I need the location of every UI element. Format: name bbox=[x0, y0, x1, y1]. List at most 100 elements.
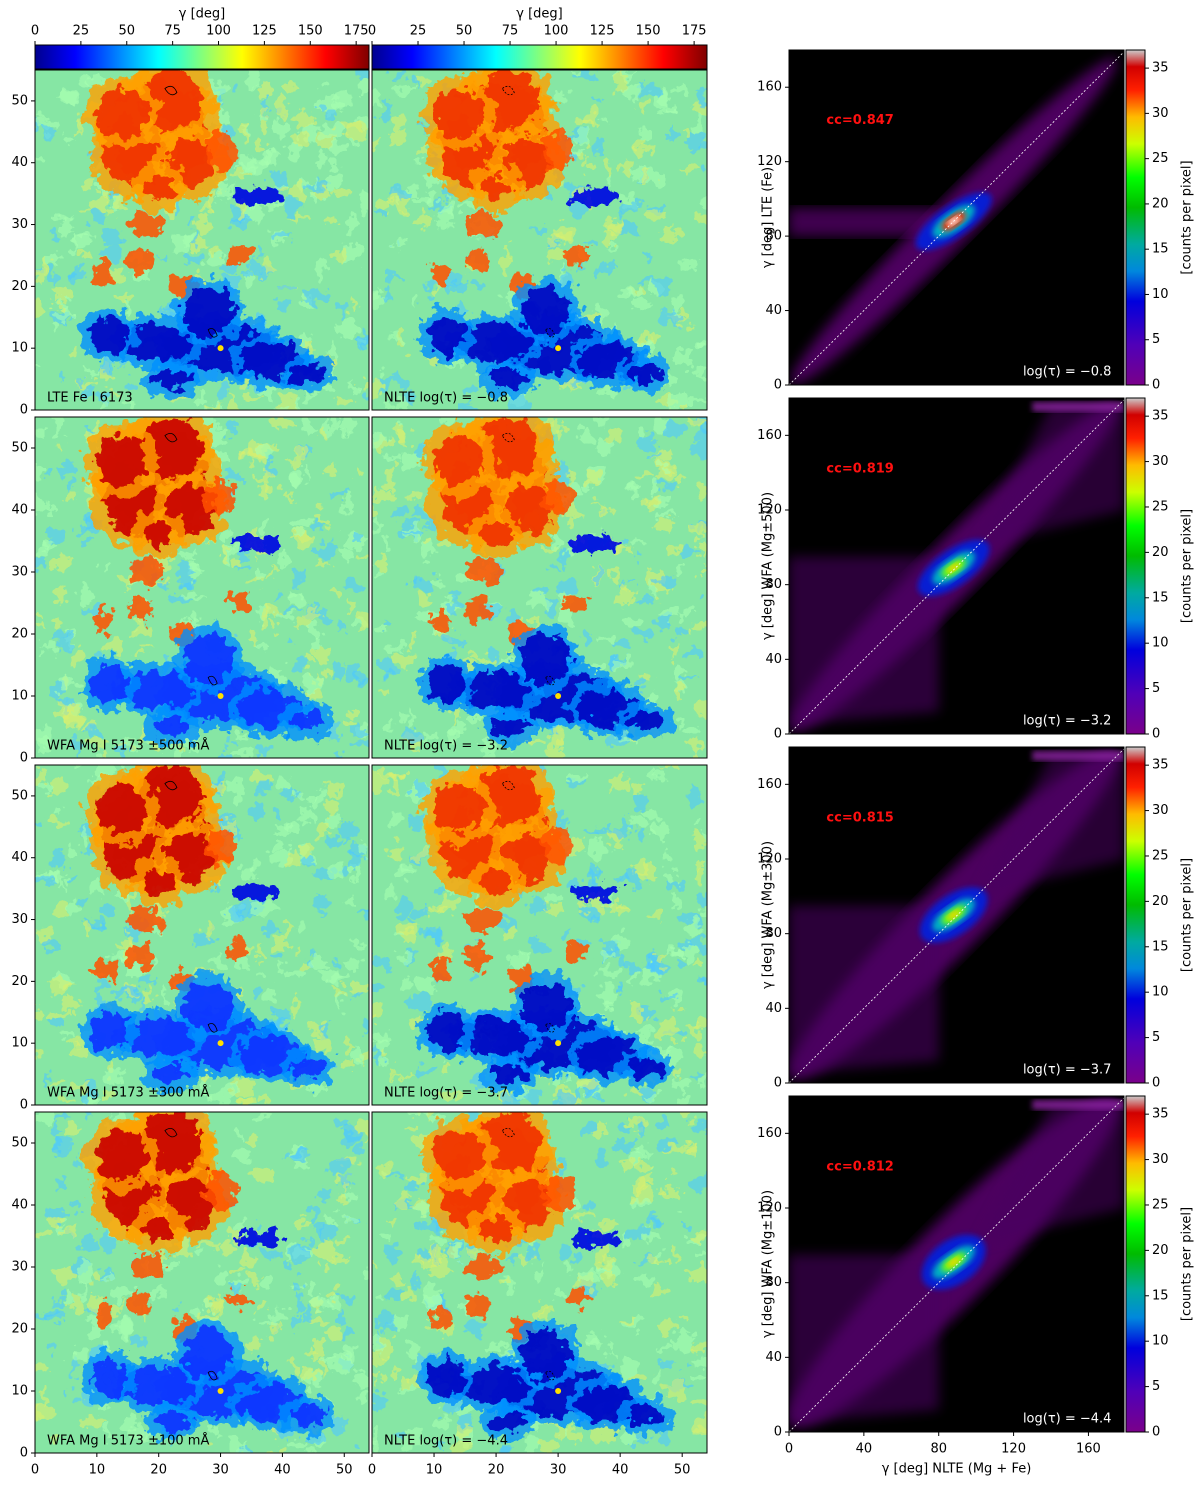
map-feature bbox=[217, 1388, 224, 1394]
map-feature bbox=[294, 617, 314, 630]
map-feature bbox=[601, 1000, 614, 1011]
map-feature bbox=[378, 1292, 384, 1303]
map-feature bbox=[99, 1234, 119, 1253]
map-feature bbox=[698, 1357, 707, 1369]
map-feature bbox=[81, 828, 89, 845]
map-feature bbox=[94, 195, 110, 212]
panel-label: log(τ) = −3.2 bbox=[1023, 714, 1112, 729]
panel-frame bbox=[788, 1095, 1125, 1433]
map-feature bbox=[615, 288, 636, 297]
colorbar-tick-label: 20 bbox=[1152, 545, 1169, 560]
map-feature bbox=[54, 417, 64, 435]
map-feature bbox=[650, 453, 665, 459]
map-feature bbox=[384, 272, 402, 283]
map-feature bbox=[390, 460, 397, 472]
map-feature bbox=[691, 1021, 700, 1040]
map-feature bbox=[288, 363, 326, 383]
map-feature bbox=[311, 636, 320, 647]
map-feature bbox=[147, 1288, 168, 1300]
map-feature bbox=[38, 614, 44, 624]
map-feature bbox=[465, 596, 490, 622]
map-feature bbox=[503, 926, 515, 941]
map-feature bbox=[677, 1004, 685, 1016]
map-feature bbox=[71, 765, 86, 769]
map-feature bbox=[79, 205, 96, 211]
map-feature bbox=[372, 488, 392, 503]
y-tick-label: 50 bbox=[11, 788, 28, 803]
map-feature bbox=[328, 1159, 350, 1176]
colorbar-tick-label: 15 bbox=[1152, 1288, 1169, 1303]
map-feature bbox=[261, 924, 278, 935]
map-feature bbox=[442, 634, 463, 644]
map-feature bbox=[41, 937, 63, 950]
map-feature bbox=[271, 417, 294, 430]
map-feature bbox=[586, 1331, 600, 1349]
map-feature bbox=[465, 212, 503, 237]
map-feature bbox=[372, 518, 379, 538]
map-feature bbox=[434, 1245, 446, 1262]
map-feature bbox=[288, 1406, 326, 1426]
map-feature bbox=[604, 229, 615, 244]
map-feature bbox=[570, 188, 621, 205]
map-feature bbox=[256, 1300, 266, 1314]
map-feature bbox=[78, 893, 88, 903]
panel-label: WFA Mg I 5173 ±100 mÅ bbox=[47, 1433, 209, 1449]
map-feature bbox=[35, 819, 41, 826]
map-feature bbox=[56, 675, 79, 691]
map-feature bbox=[182, 235, 194, 245]
map-feature bbox=[692, 365, 707, 379]
map-feature bbox=[404, 529, 426, 535]
map-feature bbox=[341, 1057, 355, 1072]
map-feature bbox=[294, 530, 304, 537]
map-feature bbox=[143, 870, 175, 895]
map-feature bbox=[198, 1311, 220, 1319]
map-feature bbox=[566, 1260, 573, 1273]
map-feature bbox=[279, 550, 289, 568]
map-feature bbox=[465, 1321, 485, 1336]
map-feature bbox=[127, 559, 165, 585]
map-features bbox=[35, 417, 369, 758]
map-feature bbox=[143, 175, 175, 200]
map-feature bbox=[108, 1300, 125, 1312]
map-feature bbox=[262, 1273, 274, 1291]
map-feature bbox=[227, 545, 237, 555]
map-feature bbox=[52, 904, 68, 917]
map-feature bbox=[284, 1441, 307, 1451]
map-feature bbox=[307, 956, 326, 974]
x-tick-label: 10 bbox=[89, 1463, 106, 1478]
map-feature bbox=[288, 591, 301, 600]
map-feature bbox=[49, 511, 56, 521]
map-feature bbox=[436, 886, 448, 895]
map-feature bbox=[298, 807, 314, 824]
map-feature bbox=[232, 1231, 283, 1248]
map-feature bbox=[689, 1118, 707, 1132]
map-feature bbox=[256, 744, 269, 758]
map-feature bbox=[39, 1312, 57, 1319]
map-feature bbox=[82, 922, 94, 933]
map-feature bbox=[648, 1014, 654, 1024]
map-feature bbox=[287, 213, 310, 220]
contour bbox=[501, 85, 556, 338]
map-feature bbox=[228, 1150, 249, 1162]
map-feature bbox=[599, 984, 617, 1005]
map-feature bbox=[686, 396, 707, 404]
map-feature bbox=[654, 519, 675, 532]
map-feature bbox=[614, 657, 634, 669]
map-feature bbox=[214, 384, 233, 400]
panel-frame bbox=[788, 49, 1125, 386]
map-feature bbox=[672, 627, 691, 637]
map-feature bbox=[564, 941, 590, 960]
map-feature bbox=[69, 872, 76, 883]
map-feature bbox=[311, 1296, 333, 1310]
map-feature bbox=[584, 829, 599, 836]
map-feature bbox=[288, 711, 326, 731]
map-feature bbox=[594, 1244, 610, 1263]
map-feature bbox=[35, 727, 49, 746]
map-feature bbox=[221, 526, 234, 541]
map-feature bbox=[435, 765, 446, 776]
map-feature bbox=[419, 540, 434, 561]
map-feature bbox=[600, 388, 619, 397]
map-feature bbox=[681, 606, 693, 617]
colorbar-label: γ [deg] bbox=[516, 7, 562, 22]
map-feature bbox=[293, 1315, 303, 1331]
